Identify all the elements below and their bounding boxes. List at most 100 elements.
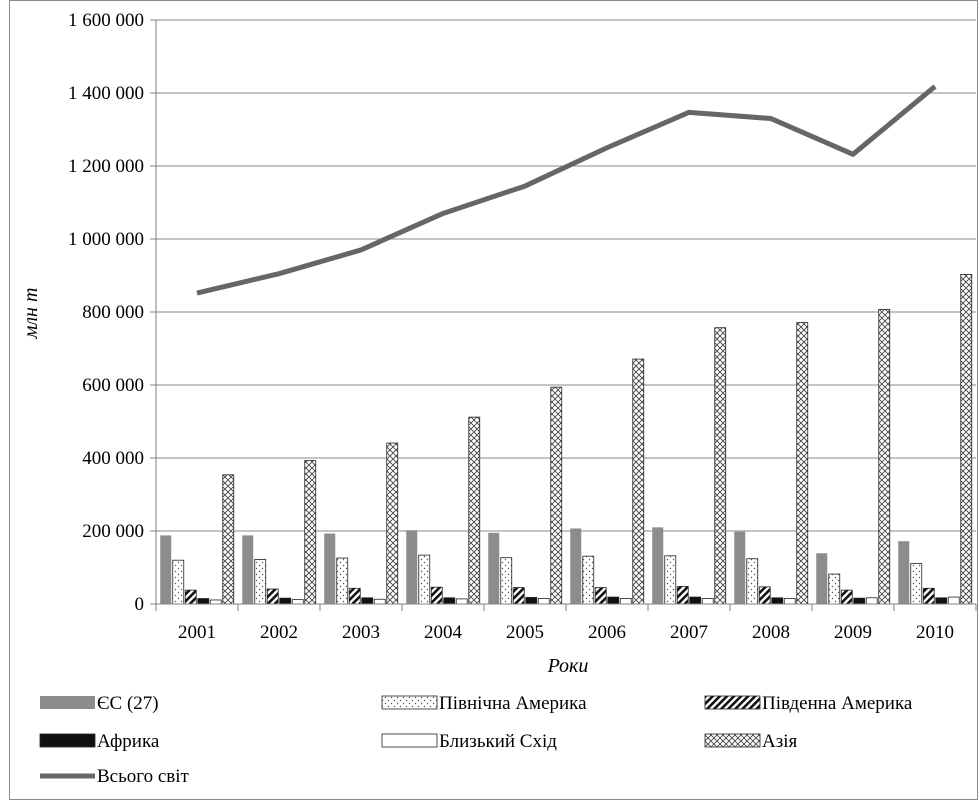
bar-eu	[734, 531, 746, 604]
bar-south-america	[348, 587, 361, 605]
legend-label: Південна Америка	[762, 693, 913, 714]
x-tick-label: 2008	[752, 622, 790, 643]
bar-north-america	[500, 557, 513, 605]
bar-asia	[878, 309, 891, 605]
x-tick-label: 2004	[424, 622, 463, 643]
bar-south-america	[266, 588, 279, 605]
legend-swatch	[381, 733, 438, 748]
bar-south-america	[512, 587, 525, 605]
y-tick-label: 600 000	[82, 375, 144, 396]
legend-north-america: Північна Америка	[381, 693, 587, 714]
bar-series	[160, 274, 973, 605]
bar-asia	[632, 358, 645, 605]
x-tick-label: 2010	[916, 622, 954, 643]
bar-middle-east	[455, 598, 468, 605]
x-tick-label: 2009	[834, 622, 872, 643]
legend: ЄС (27) Північна Америка Південна Америка А…	[39, 693, 913, 787]
bar-asia	[550, 386, 563, 605]
bar-north-america	[254, 559, 267, 605]
bar-asia	[386, 442, 399, 605]
bar-north-america	[746, 558, 759, 605]
bar-asia	[304, 460, 317, 605]
bar-middle-east	[291, 599, 304, 605]
x-tick-label: 2006	[588, 622, 626, 643]
x-axis: 2001 2002 2003 2004 2005 2006 2007 2008 2009 2010	[155, 603, 977, 643]
legend-asia: Азія	[704, 731, 798, 752]
bar-south-america	[184, 589, 197, 605]
bar-africa	[853, 597, 866, 605]
x-tick-label: 2007	[670, 622, 708, 643]
legend-swatch	[704, 733, 761, 748]
bar-eu	[160, 535, 172, 604]
y-axis-ticks: 0 200 000 400 000 600 000 800 000 1 000 000 1 …	[68, 10, 157, 615]
legend-world-total: Всього світ	[40, 766, 190, 787]
y-tick-label: 1 000 000	[68, 229, 144, 250]
legend-eu: ЄС (27)	[40, 693, 159, 714]
x-tick-label: 2005	[506, 622, 544, 643]
bar-south-america	[676, 586, 689, 605]
bar-africa	[525, 597, 538, 605]
bar-north-america	[664, 555, 677, 605]
legend-swatch	[381, 695, 438, 710]
bar-eu	[488, 532, 500, 604]
bar-africa	[689, 596, 702, 605]
bar-asia	[714, 327, 727, 605]
bar-asia	[222, 474, 235, 605]
legend-label: Африка	[97, 731, 160, 752]
bar-asia	[796, 322, 809, 605]
x-axis-title: Роки	[547, 655, 589, 677]
bar-middle-east	[783, 598, 796, 605]
bar-eu	[242, 535, 254, 604]
bar-south-america	[430, 586, 443, 605]
bar-africa	[935, 597, 948, 605]
legend-label: Північна Америка	[439, 693, 587, 714]
bar-south-america	[840, 589, 853, 605]
bar-north-america	[582, 555, 595, 605]
x-tick-label: 2002	[260, 622, 298, 643]
bar-africa	[771, 597, 784, 605]
legend-swatch	[40, 696, 95, 709]
y-tick-label: 1 400 000	[68, 83, 144, 104]
line-world-total	[196, 84, 937, 296]
y-tick-label: 200 000	[82, 521, 144, 542]
bar-middle-east	[619, 598, 632, 605]
bar-asia	[960, 274, 973, 605]
bar-africa	[443, 597, 456, 605]
bar-south-america	[922, 587, 935, 605]
x-tick-label: 2003	[342, 622, 380, 643]
bar-eu	[816, 553, 828, 604]
y-tick-label: 1 200 000	[68, 156, 144, 177]
y-tick-label: 1 600 000	[68, 10, 144, 31]
bar-south-america	[594, 587, 607, 605]
legend-swatch	[704, 695, 761, 710]
bar-africa	[197, 598, 210, 605]
bar-middle-east	[209, 599, 222, 605]
legend-label: Всього світ	[97, 766, 190, 787]
line-series	[196, 84, 937, 296]
bar-south-america	[758, 586, 771, 605]
bar-north-america	[336, 557, 349, 605]
x-tick-label: 2001	[178, 622, 216, 643]
bar-middle-east	[701, 598, 714, 605]
y-axis-title: млн т	[20, 288, 42, 340]
legend-south-america: Південна Америка	[704, 693, 913, 714]
bar-eu	[324, 533, 336, 604]
y-tick-label: 800 000	[82, 302, 144, 323]
bar-eu	[406, 530, 418, 604]
bar-middle-east	[373, 598, 386, 605]
bar-middle-east	[947, 596, 960, 605]
legend-label: Азія	[762, 731, 798, 752]
legend-label: ЄС (27)	[97, 693, 159, 714]
bar-africa	[279, 597, 292, 605]
legend-label: Близький Схід	[439, 731, 557, 752]
bar-eu	[898, 541, 910, 604]
bar-north-america	[418, 554, 431, 605]
y-tick-label: 400 000	[82, 448, 144, 469]
bar-africa	[607, 596, 620, 605]
bar-north-america	[172, 559, 185, 605]
legend-swatch	[39, 733, 96, 748]
bar-middle-east	[865, 597, 878, 605]
bar-eu	[652, 527, 664, 604]
